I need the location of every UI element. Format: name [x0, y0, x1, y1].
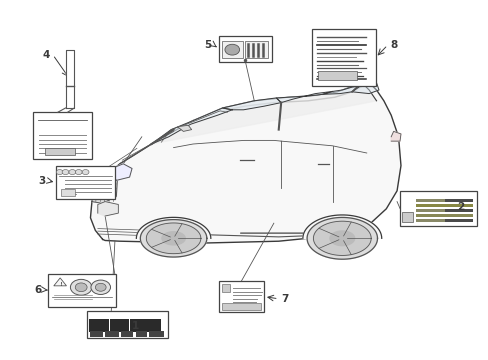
Text: 1: 1 [132, 321, 139, 331]
Polygon shape [313, 221, 370, 256]
Text: 8: 8 [389, 40, 397, 50]
FancyBboxPatch shape [415, 209, 472, 212]
Text: 6: 6 [34, 285, 41, 295]
FancyBboxPatch shape [149, 331, 163, 337]
Polygon shape [276, 91, 332, 103]
Polygon shape [65, 50, 74, 108]
Polygon shape [151, 108, 232, 144]
Polygon shape [177, 125, 191, 131]
Polygon shape [90, 83, 400, 243]
FancyBboxPatch shape [219, 281, 264, 312]
Text: 4: 4 [43, 50, 50, 60]
FancyBboxPatch shape [415, 219, 444, 222]
Circle shape [95, 283, 106, 291]
Polygon shape [107, 164, 132, 181]
Circle shape [82, 170, 89, 175]
Polygon shape [98, 202, 118, 216]
Circle shape [69, 170, 76, 175]
FancyBboxPatch shape [61, 189, 75, 196]
Polygon shape [58, 108, 74, 112]
FancyBboxPatch shape [105, 331, 119, 337]
Text: !: ! [59, 282, 61, 287]
Text: 5: 5 [203, 40, 211, 50]
FancyBboxPatch shape [89, 319, 108, 332]
Polygon shape [92, 176, 117, 203]
FancyBboxPatch shape [311, 29, 375, 86]
FancyBboxPatch shape [90, 331, 102, 337]
FancyBboxPatch shape [136, 331, 146, 337]
FancyBboxPatch shape [317, 71, 356, 80]
Polygon shape [151, 83, 376, 144]
Polygon shape [146, 223, 201, 254]
FancyBboxPatch shape [415, 204, 472, 207]
Polygon shape [54, 278, 66, 286]
Circle shape [75, 170, 82, 175]
FancyBboxPatch shape [56, 166, 115, 199]
FancyBboxPatch shape [222, 41, 242, 58]
Polygon shape [140, 220, 206, 257]
FancyBboxPatch shape [415, 199, 444, 202]
Circle shape [224, 44, 239, 55]
FancyBboxPatch shape [245, 41, 267, 58]
FancyBboxPatch shape [399, 191, 476, 226]
Circle shape [62, 170, 69, 175]
FancyBboxPatch shape [415, 199, 472, 202]
Polygon shape [136, 217, 210, 238]
FancyBboxPatch shape [402, 212, 412, 222]
FancyBboxPatch shape [110, 319, 128, 332]
Polygon shape [306, 217, 377, 259]
Text: 3: 3 [38, 176, 45, 186]
Text: 2: 2 [456, 202, 464, 212]
FancyBboxPatch shape [415, 214, 472, 217]
Polygon shape [222, 98, 281, 110]
FancyBboxPatch shape [33, 112, 92, 159]
Circle shape [75, 283, 87, 292]
FancyBboxPatch shape [87, 311, 167, 338]
FancyBboxPatch shape [415, 219, 472, 222]
Polygon shape [302, 215, 381, 238]
Circle shape [91, 280, 110, 294]
FancyBboxPatch shape [129, 319, 149, 332]
Text: 7: 7 [281, 294, 288, 304]
FancyBboxPatch shape [221, 284, 230, 292]
FancyBboxPatch shape [222, 303, 261, 310]
FancyBboxPatch shape [146, 319, 161, 332]
FancyBboxPatch shape [48, 274, 116, 307]
Circle shape [56, 170, 63, 175]
FancyBboxPatch shape [45, 148, 75, 155]
Polygon shape [351, 83, 378, 94]
Circle shape [70, 279, 92, 295]
Polygon shape [390, 131, 400, 141]
FancyBboxPatch shape [219, 36, 271, 62]
Polygon shape [329, 231, 354, 246]
Polygon shape [322, 86, 360, 94]
FancyBboxPatch shape [121, 331, 133, 337]
FancyBboxPatch shape [415, 209, 444, 212]
Polygon shape [162, 232, 185, 245]
